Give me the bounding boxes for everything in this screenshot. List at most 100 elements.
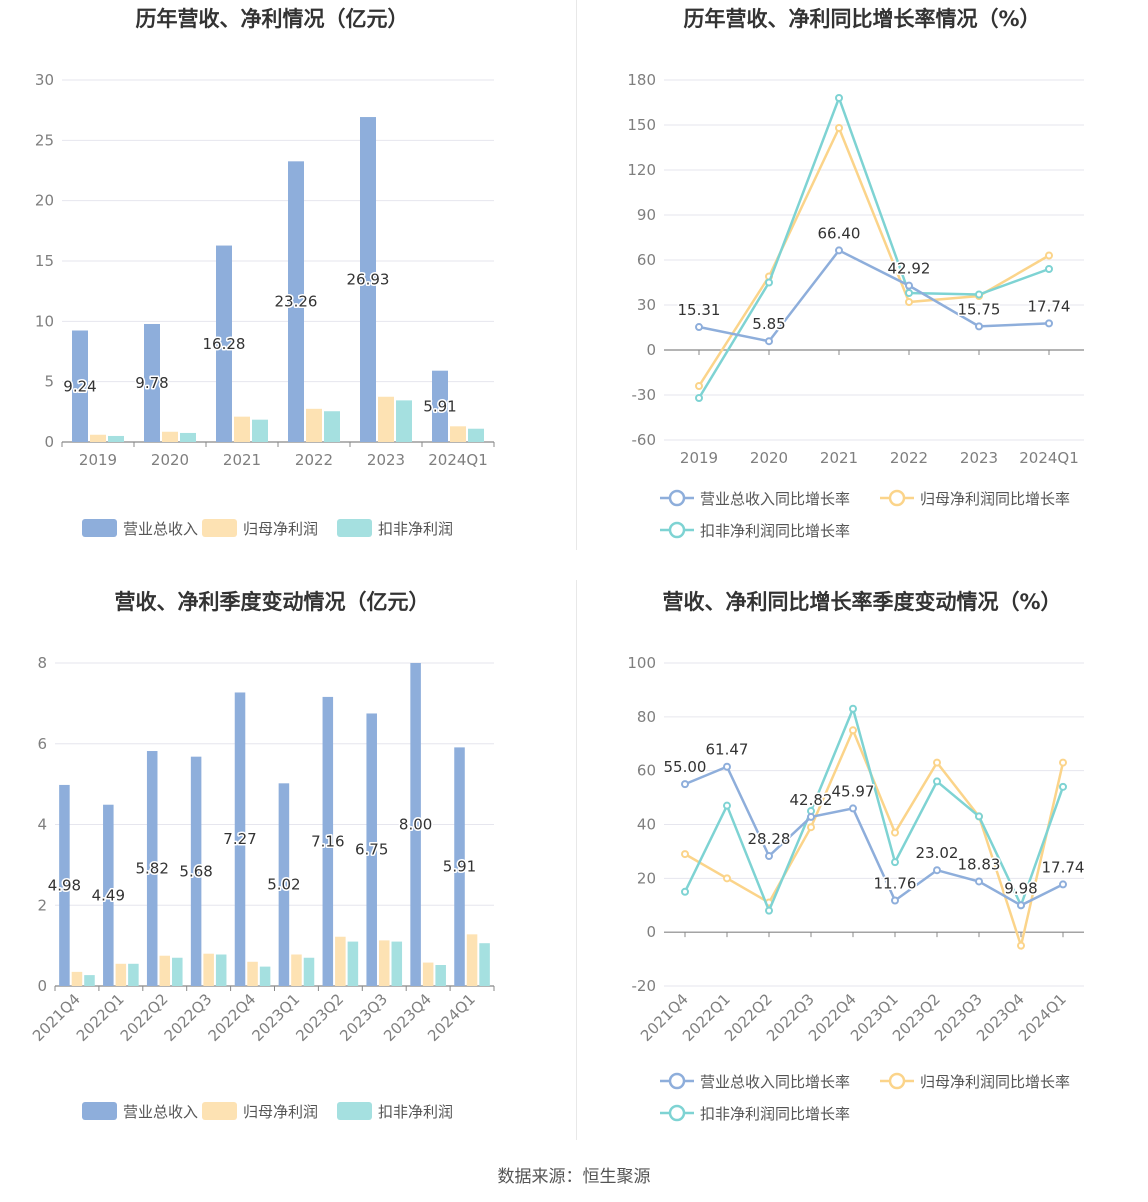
point-net-profit	[681, 850, 689, 859]
x-tick-label: 2022Q2	[117, 990, 172, 1045]
bar-revenue	[72, 330, 88, 442]
series-line-deducted-profit	[683, 704, 1065, 914]
data-label: 16.28	[203, 335, 246, 353]
bar-deducted-profit	[468, 428, 484, 442]
bar-deducted-profit	[396, 400, 412, 442]
bar-net-profit	[291, 954, 302, 986]
y-tick-label: 30	[637, 296, 656, 314]
legend-marker-deducted-profit	[668, 521, 686, 539]
legend-swatch-net-profit	[202, 519, 237, 537]
data-label: 15.75	[958, 300, 1001, 318]
y-tick-label: -20	[632, 977, 657, 995]
y-tick-label: 0	[44, 433, 54, 451]
bar-net-profit	[234, 416, 250, 442]
data-label: 26.93	[347, 271, 390, 289]
x-tick-label: 2022	[890, 449, 928, 467]
y-tick-label: 10	[35, 312, 54, 330]
chart-title: 历年营收、净利同比增长率情况（%）	[683, 7, 1040, 31]
bar-revenue	[288, 161, 304, 442]
data-label: 9.24	[63, 377, 96, 395]
x-tick-label: 2021	[223, 451, 261, 469]
quarter-amount-panel: 营收、净利季度变动情况（亿元） 0 2 4 6 8 2021Q4 2022Q1 2022Q2 20…	[0, 580, 574, 1160]
legend-label-revenue: 营业总收入	[123, 520, 198, 538]
bar-deducted-profit	[180, 432, 196, 442]
y-tick-label: 5	[44, 373, 54, 391]
data-label: 6.75	[355, 841, 388, 859]
bar-revenue	[360, 117, 376, 442]
legend-label-deducted-profit: 扣非净利润	[378, 1103, 453, 1121]
data-label: 4.98	[48, 876, 81, 894]
bar-revenue	[59, 784, 70, 986]
annual-amount-chart: 历年营收、净利情况（亿元） 0 5 10 15 20 25 30 2019 2020 2021 202…	[35, 7, 495, 538]
legend-swatch-deducted-profit	[337, 1102, 372, 1120]
x-tick-label: 2022Q1	[73, 990, 128, 1045]
data-label: 23.02	[916, 844, 959, 862]
y-tick-label: 80	[637, 708, 656, 726]
x-tick-label: 2019	[680, 449, 718, 467]
bar-net-profit	[203, 953, 214, 986]
annual-growth-panel: 历年营收、净利同比增长率情况（%） -60 -30 0 30 60 90 120 150 180 2…	[574, 0, 1148, 580]
series-line-revenue	[684, 765, 1064, 907]
point-revenue	[1017, 901, 1025, 910]
y-tick-label: 6	[37, 735, 47, 753]
point-revenue	[975, 877, 983, 886]
point-deducted-profit	[975, 812, 983, 821]
point-net-profit	[1045, 251, 1053, 260]
legend-marker-net-profit	[888, 1072, 906, 1090]
y-tick-label: -60	[632, 431, 657, 449]
bar-revenue	[103, 804, 114, 986]
x-tick-label: 2021	[820, 449, 858, 467]
x-tick-label: 2019	[79, 451, 117, 469]
x-tick-label: 2024Q1	[428, 451, 488, 469]
legend-label-net-profit: 归母净利润同比增长率	[920, 1073, 1070, 1091]
data-label: 8.00	[399, 816, 432, 834]
legend-swatch-revenue	[82, 1102, 117, 1120]
x-tick-label: 2022Q4	[205, 990, 260, 1045]
data-label: 42.82	[790, 791, 833, 809]
bar-deducted-profit	[128, 963, 139, 986]
data-label: 45.97	[832, 782, 875, 800]
bar-revenue	[234, 692, 246, 986]
x-tick-label: 2023Q4	[380, 990, 435, 1045]
x-tick-label: 2024Q1	[1019, 449, 1079, 467]
legend-marker-revenue	[668, 489, 686, 507]
y-tick-label: 25	[35, 131, 54, 149]
point-revenue	[723, 762, 731, 771]
x-tick-label: 2023	[960, 449, 998, 467]
bar-net-profit	[90, 434, 106, 442]
data-label: 5.82	[136, 860, 169, 878]
bar-net-profit	[162, 431, 178, 442]
chart-title: 营收、净利同比增长率季度变动情况（%）	[662, 590, 1061, 614]
y-tick-label: 60	[637, 762, 656, 780]
bar-revenue	[432, 370, 448, 442]
bar-deducted-profit	[215, 954, 227, 986]
point-deducted-profit	[891, 858, 899, 867]
point-net-profit	[1017, 941, 1025, 950]
legend-marker-deducted-profit	[668, 1104, 686, 1122]
y-tick-label: 60	[637, 251, 656, 269]
y-tick-label: 0	[646, 341, 656, 359]
bar-net-profit	[422, 962, 434, 986]
point-deducted-profit	[835, 94, 843, 102]
data-label: 7.16	[311, 832, 344, 850]
bar-deducted-profit	[84, 975, 95, 986]
x-tick-label: 2022	[295, 451, 333, 469]
series-line-deducted-profit	[697, 94, 1050, 399]
data-label: 23.26	[275, 293, 318, 311]
y-tick-label: 0	[646, 923, 656, 941]
data-label: 9.98	[1004, 879, 1037, 897]
data-source-note: 数据来源：恒生聚源	[497, 1167, 651, 1187]
point-revenue	[807, 812, 815, 821]
legend-label-revenue: 营业总收入	[123, 1103, 198, 1121]
point-net-profit	[905, 298, 913, 306]
data-label: 5.68	[179, 862, 212, 880]
point-revenue	[1059, 880, 1067, 889]
point-revenue	[933, 866, 941, 875]
data-label: 28.28	[748, 830, 791, 848]
point-revenue	[681, 780, 689, 789]
bar-revenue	[410, 663, 421, 986]
point-revenue	[849, 804, 857, 813]
bar-deducted-profit	[347, 941, 359, 986]
bar-net-profit	[71, 971, 83, 986]
series-line-net-profit	[684, 727, 1065, 951]
